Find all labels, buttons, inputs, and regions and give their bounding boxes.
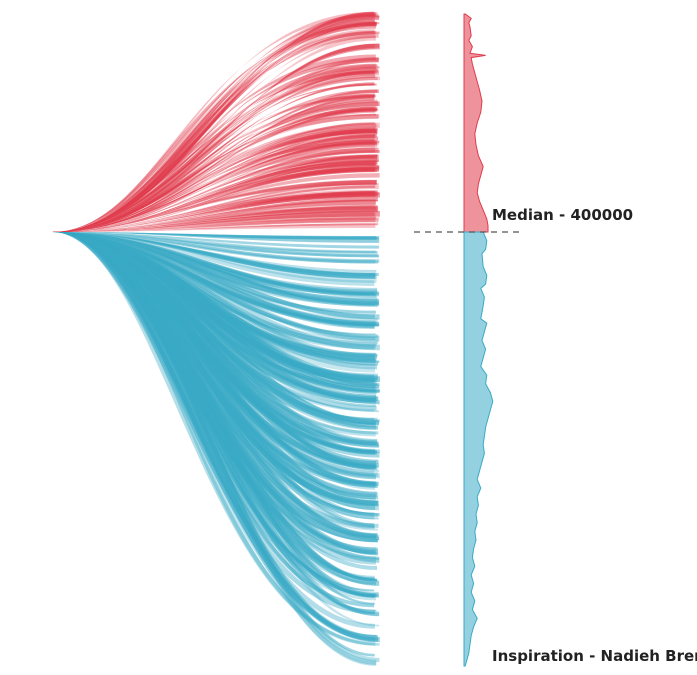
below-median-stream [52, 232, 380, 383]
below-median-stream [52, 232, 375, 306]
below-median-stream [52, 232, 379, 304]
above-median-stream [52, 206, 376, 232]
above-median-stream [52, 223, 379, 232]
below-median-stream [52, 232, 380, 306]
above-median-stream [52, 217, 379, 232]
below-median-stream [52, 232, 377, 425]
above-median-stream [52, 199, 376, 232]
above-median-stream [52, 205, 378, 232]
above-median-stream [52, 197, 378, 232]
above-median-stream [52, 192, 380, 232]
below-median-stream [52, 232, 376, 277]
below-median-stream [52, 232, 375, 487]
below-median-stream [52, 232, 380, 627]
below-median-stream [52, 232, 375, 358]
above-median-stream [52, 35, 376, 232]
below-median-stream [52, 232, 375, 286]
credit-label: Inspiration - Nadieh Bremer [492, 647, 697, 665]
above-median-stream [52, 210, 378, 232]
above-median-streams [51, 11, 380, 233]
below-median-stream [52, 232, 377, 666]
above-median-stream [52, 218, 379, 232]
below-median-stream [52, 232, 377, 279]
above-median-stream [52, 43, 380, 232]
above-median-stream [52, 180, 376, 232]
above-median-stream [52, 213, 376, 232]
below-median-stream [52, 232, 375, 403]
below-median-stream [52, 232, 380, 351]
below-median-stream [52, 232, 375, 279]
below-median-stream [52, 232, 380, 320]
below-median-stream [52, 232, 379, 243]
above-median-stream [52, 182, 379, 232]
below-median-stream [52, 232, 378, 384]
above-median-stream [52, 108, 377, 232]
below-median-stream [52, 232, 380, 263]
below-median-stream [52, 232, 380, 240]
below-median-stream [52, 232, 380, 243]
above-median-stream [52, 210, 380, 232]
below-median-stream [52, 232, 380, 342]
above-median-density-area [463, 13, 489, 233]
below-median-stream [52, 232, 378, 256]
above-median-stream [52, 179, 378, 232]
below-median-stream [52, 232, 378, 422]
below-median-stream [52, 232, 375, 275]
below-median-stream [52, 232, 376, 279]
above-median-stream [52, 193, 378, 232]
below-median-stream [52, 232, 379, 258]
below-median-stream [52, 232, 378, 370]
above-median-stream [52, 190, 375, 232]
above-median-stream [52, 211, 375, 232]
above-median-stream [52, 199, 377, 232]
above-median-stream [52, 43, 375, 232]
density-strip [463, 13, 494, 667]
below-median-stream [52, 232, 376, 392]
below-median-stream [52, 232, 375, 296]
above-median-stream [52, 156, 376, 232]
above-median-stream [52, 216, 377, 232]
below-median-stream [52, 232, 377, 283]
below-median-streams [51, 232, 380, 666]
below-median-stream [52, 232, 377, 298]
below-median-stream [52, 232, 376, 470]
above-median-stream [52, 191, 376, 232]
below-median-stream [52, 232, 377, 486]
below-median-stream [52, 232, 375, 319]
above-median-stream [52, 129, 377, 232]
below-median-stream [52, 232, 380, 249]
below-median-stream [52, 232, 376, 264]
below-median-stream [52, 232, 375, 363]
below-median-stream [52, 232, 379, 264]
above-median-stream [52, 11, 375, 233]
below-median-stream [52, 232, 377, 400]
median-label: Median - 400000 [492, 206, 633, 224]
below-median-stream [52, 232, 377, 504]
above-median-stream [52, 165, 380, 232]
above-median-stream [52, 191, 378, 232]
below-median-stream [52, 232, 375, 657]
above-median-stream [52, 223, 376, 232]
below-median-stream [52, 232, 376, 254]
below-median-density-area [463, 231, 494, 667]
above-median-stream [52, 180, 377, 232]
above-median-stream [52, 189, 378, 232]
above-median-stream [52, 217, 376, 232]
